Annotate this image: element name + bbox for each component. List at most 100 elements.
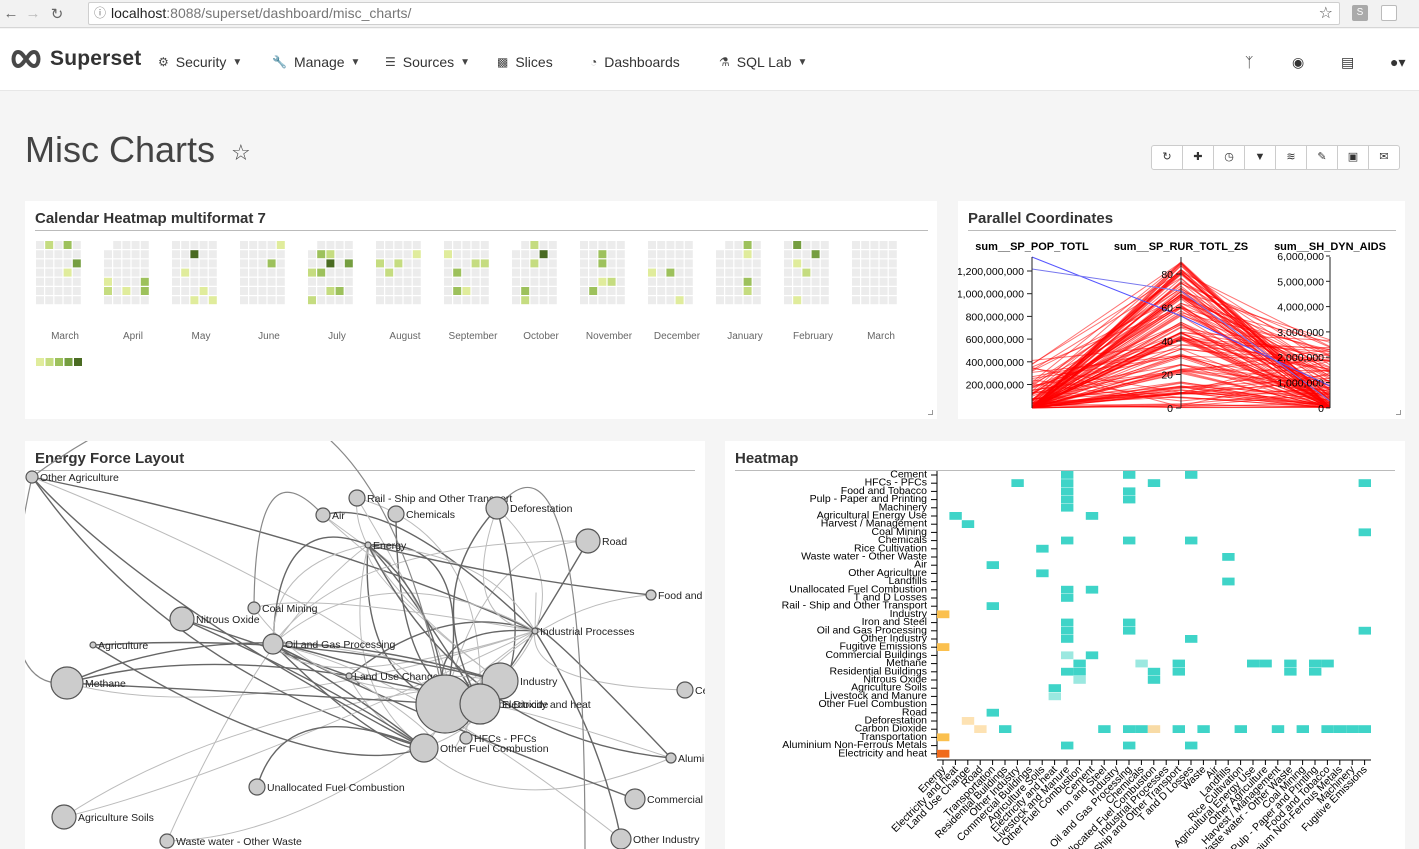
calendar-day-cell[interactable] (530, 296, 539, 305)
heatmap-cell[interactable] (974, 725, 987, 733)
calendar-day-cell[interactable] (852, 268, 860, 277)
calendar-day-cell[interactable] (675, 277, 684, 286)
calendar-day-cell[interactable] (403, 296, 412, 305)
calendar-day-cell[interactable] (852, 277, 860, 286)
calendar-day-cell[interactable] (648, 268, 656, 277)
calendar-day-cell[interactable] (607, 268, 616, 277)
heatmap-cell[interactable] (1296, 725, 1309, 733)
heatmap-cell[interactable] (1358, 479, 1371, 487)
calendar-day-cell[interactable] (131, 277, 140, 286)
calendar-day-cell[interactable] (743, 268, 752, 277)
calendar-day-cell[interactable] (666, 287, 675, 295)
heatmap-cell[interactable] (961, 520, 975, 528)
calendar-day-cell[interactable] (820, 259, 829, 268)
calendar-day-cell[interactable] (471, 268, 480, 277)
calendar-day-cell[interactable] (453, 287, 462, 295)
calendar-day-cell[interactable] (104, 250, 112, 259)
heatmap-cell[interactable] (1259, 659, 1272, 668)
force-node[interactable] (485, 496, 509, 520)
calendar-day-cell[interactable] (54, 287, 63, 295)
calendar-day-cell[interactable] (598, 241, 607, 249)
heatmap-cell[interactable] (1172, 659, 1185, 668)
calendar-day-cell[interactable] (190, 268, 199, 277)
refresh-button[interactable]: ↻ (1151, 145, 1183, 170)
calendar-day-cell[interactable] (444, 277, 452, 286)
calendar-day-cell[interactable] (480, 259, 489, 268)
calendar-day-cell[interactable] (521, 277, 530, 286)
calendar-day-cell[interactable] (54, 250, 63, 259)
calendar-day-cell[interactable] (462, 268, 471, 277)
calendar-day-cell[interactable] (684, 259, 693, 268)
calendar-day-cell[interactable] (63, 277, 72, 286)
calendar-day-cell[interactable] (385, 268, 394, 277)
heatmap-cell[interactable] (1123, 725, 1136, 733)
calendar-day-cell[interactable] (675, 259, 684, 268)
calendar-day-cell[interactable] (72, 277, 81, 286)
forward-icon[interactable]: → (25, 5, 41, 22)
calendar-day-cell[interactable] (140, 250, 149, 259)
calendar-day-cell[interactable] (45, 287, 54, 295)
calendar-day-cell[interactable] (530, 287, 539, 295)
calendar-day-cell[interactable] (412, 296, 421, 305)
heatmap-cell[interactable] (1061, 667, 1074, 676)
heatmap-cell[interactable] (1061, 503, 1074, 512)
calendar-day-cell[interactable] (888, 250, 897, 259)
calendar-day-cell[interactable] (308, 268, 316, 277)
calendar-day-cell[interactable] (36, 287, 44, 295)
calendar-day-cell[interactable] (172, 250, 180, 259)
calendar-day-cell[interactable] (113, 287, 122, 295)
calendar-day-cell[interactable] (453, 259, 462, 268)
calendar-day-cell[interactable] (666, 268, 675, 277)
calendar-day-cell[interactable] (276, 250, 285, 259)
calendar-day-cell[interactable] (63, 287, 72, 295)
heatmap-cell[interactable] (961, 717, 975, 725)
calendar-day-cell[interactable] (113, 250, 122, 259)
calendar-day-cell[interactable] (308, 287, 316, 295)
extension-s-icon[interactable]: S (1352, 5, 1368, 21)
heatmap-cell[interactable] (1321, 725, 1334, 733)
calendar-day-cell[interactable] (317, 259, 326, 268)
calendar-day-cell[interactable] (480, 241, 489, 249)
calendar-day-cell[interactable] (852, 241, 860, 249)
calendar-day-cell[interactable] (512, 287, 520, 295)
calendar-day-cell[interactable] (113, 268, 122, 277)
calendar-day-cell[interactable] (403, 241, 412, 249)
calendar-day-cell[interactable] (802, 277, 811, 286)
nav-slices[interactable]: ▩ Slices (497, 54, 553, 70)
calendar-day-cell[interactable] (666, 259, 675, 268)
calendar-day-cell[interactable] (385, 259, 394, 268)
calendar-day-cell[interactable] (240, 259, 248, 268)
calendar-day-cell[interactable] (444, 268, 452, 277)
calendar-day-cell[interactable] (208, 296, 217, 305)
calendar-day-cell[interactable] (208, 241, 217, 249)
calendar-day-cell[interactable] (344, 241, 353, 249)
calendar-day-cell[interactable] (131, 268, 140, 277)
heatmap-cell[interactable] (1061, 626, 1074, 635)
calendar-day-cell[interactable] (616, 268, 625, 277)
calendar-day-cell[interactable] (657, 296, 666, 305)
calendar-day-cell[interactable] (258, 250, 267, 259)
calendar-day-cell[interactable] (317, 268, 326, 277)
calendar-day-cell[interactable] (394, 259, 403, 268)
calendar-day-cell[interactable] (267, 296, 276, 305)
calendar-day-cell[interactable] (657, 241, 666, 249)
calendar-day-cell[interactable] (589, 250, 598, 259)
calendar-day-cell[interactable] (521, 259, 530, 268)
filter-button[interactable]: ▼ (1244, 145, 1276, 170)
heatmap-cell[interactable] (1048, 684, 1061, 692)
calendar-day-cell[interactable] (811, 250, 820, 259)
heatmap-cell[interactable] (1135, 659, 1148, 668)
calendar-day-cell[interactable] (539, 296, 548, 305)
heatmap-cell[interactable] (1284, 667, 1297, 676)
heatmap-cell[interactable] (1123, 536, 1136, 545)
calendar-day-cell[interactable] (539, 241, 548, 249)
calendar-day-cell[interactable] (743, 296, 752, 305)
calendar-day-cell[interactable] (820, 296, 829, 305)
calendar-day-cell[interactable] (140, 241, 149, 249)
calendar-day-cell[interactable] (385, 277, 394, 286)
calendar-day-cell[interactable] (181, 287, 190, 295)
calendar-day-cell[interactable] (793, 250, 802, 259)
calendar-day-cell[interactable] (648, 287, 656, 295)
calendar-day-cell[interactable] (104, 277, 112, 286)
back-icon[interactable]: ← (3, 5, 19, 22)
